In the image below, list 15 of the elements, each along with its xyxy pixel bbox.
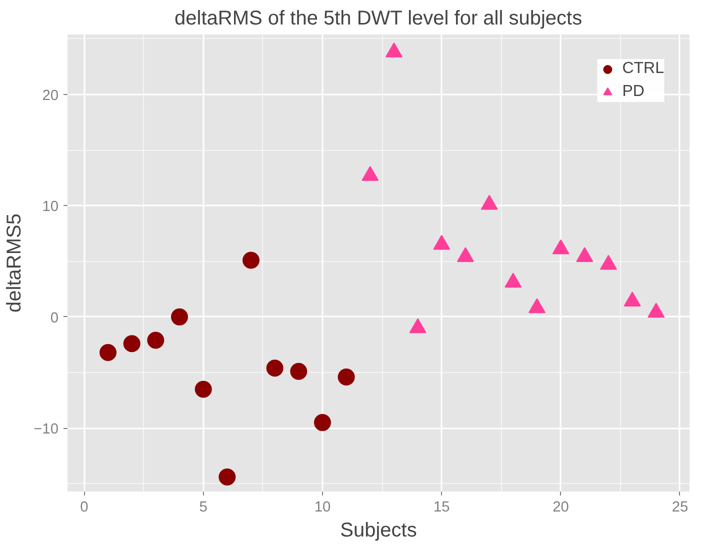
x-axis-title: Subjects (340, 520, 417, 542)
y-axis-title: deltaRMS5 (4, 214, 26, 312)
y-tick-label: −10 (34, 422, 59, 438)
x-tick-label: 10 (314, 500, 331, 516)
x-tick-label: 15 (434, 500, 450, 516)
y-tick-label: 20 (42, 88, 59, 104)
chart-title: deltaRMS of the 5th DWT level for all subjects (174, 8, 582, 30)
x-tick-label: 20 (552, 500, 569, 516)
legend-label: CTRL (622, 60, 664, 78)
legend-label: PD (622, 83, 644, 101)
x-tick-label: 5 (199, 500, 208, 516)
y-tick-label: 0 (50, 310, 59, 326)
y-tick-label: 10 (42, 199, 59, 216)
x-tick-label: 0 (80, 500, 88, 516)
x-tick-label: 25 (672, 500, 688, 516)
